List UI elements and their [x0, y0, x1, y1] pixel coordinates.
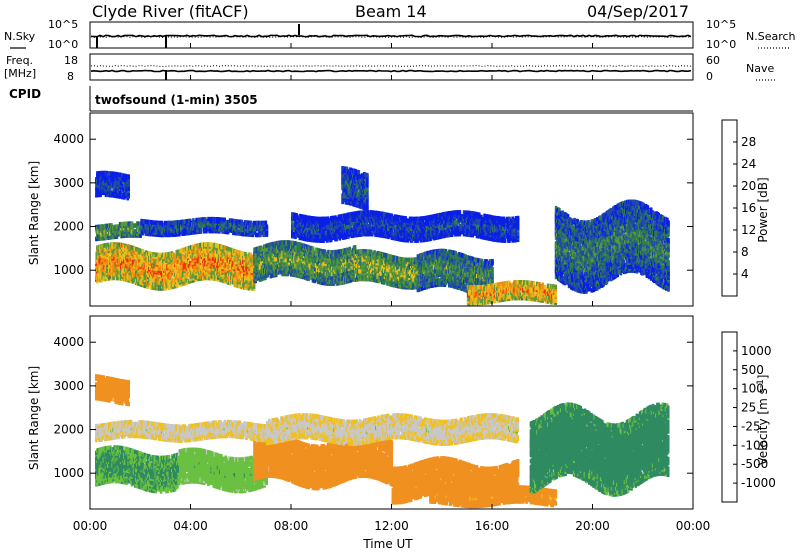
- freq-label: Freq.: [6, 54, 33, 67]
- nave-tick-bottom: 0: [706, 70, 713, 83]
- power-cell: [354, 245, 357, 250]
- cpid-row: CPID twofsound (1-min) 3505: [9, 86, 693, 111]
- freq-unit: [MHz]: [4, 67, 36, 80]
- nave-tick-top: 60: [706, 54, 720, 67]
- freq-tick-bottom: 8: [67, 70, 74, 83]
- beam-title: Beam 14: [355, 2, 427, 21]
- freq-trace: [91, 71, 691, 72]
- date-title: 04/Sep/2017: [587, 2, 689, 21]
- power-cell: [253, 284, 256, 289]
- freq-tick-top: 18: [64, 54, 78, 67]
- cpid-text: twofsound (1-min) 3505: [95, 93, 258, 107]
- nsky-label: N.Sky: [4, 30, 36, 43]
- freq-panel: Freq. [MHz] 18 8 60 0 Nave: [4, 54, 776, 83]
- power-cell: [312, 247, 315, 252]
- cpid-label: CPID: [9, 87, 41, 101]
- nsky-tick-top: 10^5: [48, 18, 78, 31]
- nsky-trace: [91, 35, 691, 36]
- power-cell: [491, 267, 494, 272]
- nsearch-tick-top: 10^5: [706, 18, 736, 31]
- power-cell: [491, 259, 494, 264]
- nsky-tick-bottom: 10^0: [48, 38, 78, 51]
- power-scatter: [95, 166, 670, 306]
- nave-label: Nave: [746, 62, 774, 75]
- station-title: Clyde River (fitACF): [92, 2, 249, 21]
- nave-trace: [91, 66, 691, 67]
- nsearch-label: N.Search: [746, 30, 796, 43]
- nsky-panel: N.Sky 10^5 10^0 10^5 10^0 N.Search: [4, 18, 796, 51]
- nsearch-tick-bottom: 10^0: [706, 38, 736, 51]
